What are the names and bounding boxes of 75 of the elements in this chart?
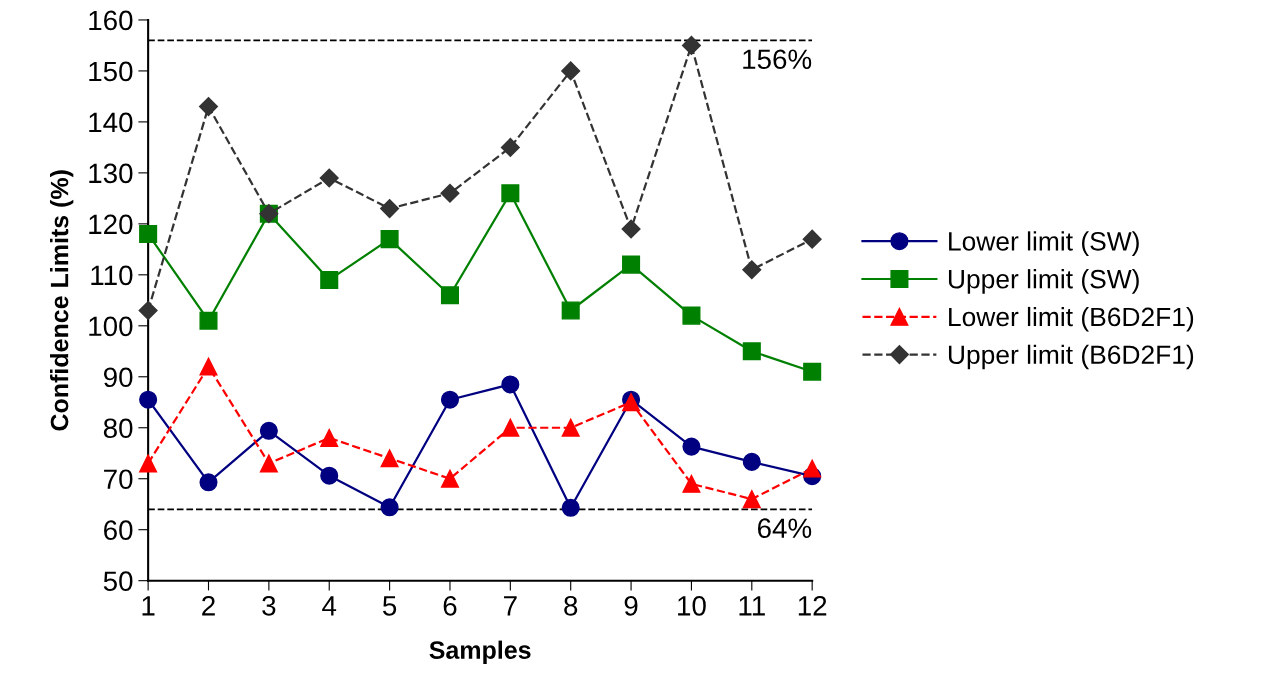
point	[682, 437, 701, 456]
y-tick-label: 50	[103, 571, 133, 592]
ref-line-label: 156%	[743, 49, 812, 70]
ref-line-label: 64%	[757, 518, 812, 539]
point	[561, 498, 580, 517]
x-tick-label: 1	[142, 596, 155, 616]
point	[380, 449, 399, 468]
point	[621, 219, 641, 239]
legend-label: Lower limit (SW)	[949, 231, 1139, 256]
point	[139, 454, 158, 473]
point	[803, 362, 822, 381]
point	[440, 286, 459, 305]
point	[319, 168, 339, 188]
y-tick-label: 110	[91, 265, 133, 286]
point	[622, 255, 641, 274]
x-tick-label: 6	[443, 595, 457, 616]
y-tick-label: 100	[89, 316, 133, 337]
point	[682, 474, 701, 493]
y-tick-label: 130	[89, 163, 133, 184]
x-tick-label: 11	[739, 596, 765, 616]
point	[320, 428, 339, 447]
point	[803, 459, 822, 478]
point	[742, 452, 761, 471]
point	[561, 61, 581, 81]
y-tick-label: 150	[89, 61, 133, 82]
point	[681, 35, 701, 55]
point	[138, 300, 158, 321]
point	[259, 421, 278, 440]
legend-label: Upper limit (SW)	[948, 269, 1139, 294]
y-tick-label: 140	[89, 112, 133, 133]
point	[198, 97, 219, 117]
point	[380, 498, 399, 517]
point	[199, 357, 218, 376]
point	[440, 390, 459, 409]
point	[561, 301, 580, 320]
y-tick-label: 120	[89, 214, 133, 235]
legend-label: Upper limit (B6D2F1)	[948, 344, 1194, 370]
x-tick-label: 10	[678, 595, 706, 616]
point	[802, 229, 822, 249]
point	[682, 306, 701, 325]
point	[380, 230, 399, 249]
point	[501, 184, 520, 203]
point	[199, 311, 218, 330]
point	[320, 270, 339, 289]
y-tick-label: 80	[103, 418, 133, 439]
y-tick-label: 60	[104, 520, 133, 541]
point	[500, 137, 520, 157]
x-tick-label: 2	[202, 595, 215, 616]
y-tick-label: 90	[103, 367, 133, 388]
x-tick-label: 5	[382, 596, 397, 616]
x-tick-label: 9	[624, 595, 638, 616]
point	[501, 375, 520, 394]
point	[139, 390, 158, 409]
point	[742, 342, 761, 361]
x-tick-label: 4	[322, 596, 337, 616]
point	[259, 454, 278, 473]
x-tick-label: 8	[564, 595, 578, 616]
point	[139, 225, 158, 244]
point	[199, 473, 218, 492]
x-axis-title: Samples	[429, 640, 531, 664]
point	[561, 418, 580, 437]
x-tick-label: 7	[504, 596, 517, 616]
point	[380, 199, 400, 219]
point	[742, 260, 762, 280]
x-tick-label: 12	[798, 595, 827, 616]
point	[742, 490, 761, 509]
legend-label: Lower limit (B6D2F1)	[949, 306, 1194, 332]
point	[320, 466, 339, 485]
point	[501, 418, 520, 437]
y-tick-label: 160	[89, 10, 133, 31]
y-axis-title: Confidence Limits (%)	[50, 170, 74, 431]
y-tick-label: 70	[104, 469, 133, 490]
x-tick-label: 3	[262, 595, 276, 616]
point	[440, 469, 459, 488]
point	[440, 183, 460, 203]
